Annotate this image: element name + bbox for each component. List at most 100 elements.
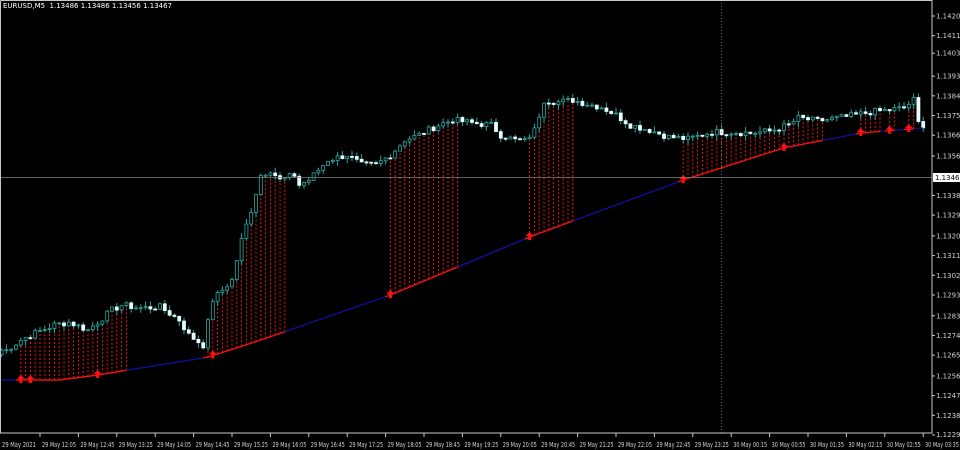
candle-body — [422, 133, 426, 135]
time-tick-label: 29 May 14:05 — [157, 441, 191, 449]
candle-body — [4, 349, 9, 352]
ma-segment — [361, 302, 367, 306]
candle-body — [62, 322, 66, 327]
candle-body — [873, 108, 878, 116]
ma-segment — [399, 288, 406, 292]
candle — [292, 172, 297, 178]
ma-segment — [131, 368, 137, 371]
price-tick-label: 1.14205 — [936, 13, 960, 21]
candle-body — [268, 172, 273, 176]
candle — [849, 109, 854, 119]
candle — [474, 117, 479, 125]
buy-arrow-icon — [679, 175, 688, 184]
time-tick-label: 30 May 02:15 — [848, 441, 882, 449]
ma-segment — [78, 376, 84, 379]
ma-segment — [658, 186, 665, 190]
ma-segment — [591, 211, 598, 215]
candle — [825, 118, 830, 123]
ma-segment — [827, 137, 833, 141]
ma-segment — [150, 365, 156, 368]
candle — [882, 106, 887, 112]
candle-body — [134, 307, 138, 310]
candle-body — [662, 133, 666, 139]
candle-body — [95, 323, 100, 327]
buy-arrow-icon — [780, 142, 788, 151]
candle-body — [791, 121, 796, 125]
candle — [143, 301, 148, 310]
ma-segment — [615, 202, 622, 206]
candle — [810, 116, 815, 122]
candle — [532, 123, 537, 140]
ma-segment — [404, 286, 410, 290]
ma-segment — [649, 190, 655, 194]
ma-segment — [438, 272, 444, 276]
candle — [633, 125, 638, 133]
ma-segment — [370, 299, 377, 303]
ma-segment — [803, 142, 809, 145]
ma-segment — [582, 215, 588, 219]
candle — [830, 114, 834, 122]
ma-segment — [332, 312, 338, 316]
ma-segment — [246, 342, 252, 346]
candle — [393, 149, 398, 159]
ma-segment — [553, 225, 559, 229]
time-tick-label: 30 May 03:35 — [925, 441, 959, 449]
ma-segment — [260, 337, 266, 341]
candle-body — [609, 111, 614, 115]
candle — [4, 344, 9, 354]
candle — [570, 94, 575, 104]
candle — [494, 118, 498, 133]
candle — [911, 93, 916, 110]
ma-segment — [59, 378, 65, 381]
candle — [340, 151, 345, 160]
candle-body — [542, 102, 546, 118]
candle-body — [263, 174, 268, 177]
ma-segment — [116, 370, 122, 373]
candle — [407, 136, 412, 145]
candle-body — [494, 121, 498, 132]
price-tick-label: 1.13750 — [936, 112, 960, 120]
ma-segment — [663, 184, 670, 188]
candle-body — [398, 145, 402, 152]
candle-body — [225, 286, 230, 291]
candle — [753, 131, 758, 138]
candle-body — [753, 132, 758, 135]
candle — [369, 161, 374, 167]
candle-body — [633, 125, 638, 129]
candle — [628, 123, 633, 129]
candle-body — [23, 337, 28, 341]
candle-body — [143, 306, 148, 309]
candle-body — [508, 136, 513, 140]
ma-segment — [846, 134, 852, 137]
ma-segment — [375, 297, 382, 301]
price-tick-label: 1.13930 — [936, 73, 960, 81]
candle — [921, 116, 926, 132]
candle-body — [556, 101, 561, 105]
candle — [162, 299, 167, 314]
time-tick-label: 29 May 22:45 — [656, 441, 690, 449]
time-tick-label: 29 May 22:05 — [618, 441, 652, 449]
candle — [700, 134, 705, 137]
candle-body — [441, 122, 446, 127]
candle — [734, 131, 738, 137]
ma-segment — [841, 135, 847, 138]
candle — [426, 125, 431, 135]
candle-body — [158, 303, 162, 310]
candle-body — [892, 107, 897, 112]
time-tick-label: 29 May 17:25 — [349, 441, 383, 449]
candle — [652, 126, 657, 134]
candle-body — [743, 131, 748, 136]
candle-body — [417, 133, 422, 136]
ma-segment — [203, 356, 209, 359]
candle — [710, 130, 714, 138]
candle-body — [119, 304, 124, 311]
candle — [86, 329, 90, 331]
candle — [762, 127, 767, 134]
candle-body — [638, 125, 642, 131]
candle — [599, 106, 604, 110]
ma-segment — [380, 296, 386, 299]
candle-body — [479, 123, 484, 127]
ma-segment — [327, 314, 334, 318]
ma-segment — [366, 301, 372, 304]
